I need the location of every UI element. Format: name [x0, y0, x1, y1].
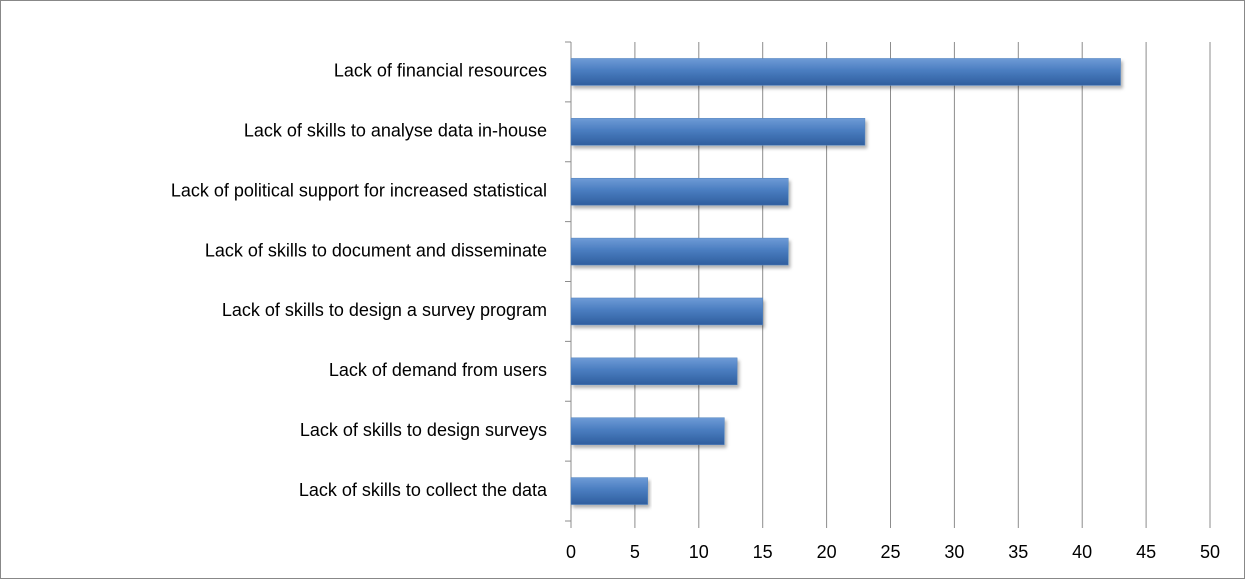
y-tick-label: Lack of skills to analyse data in-house — [244, 121, 547, 141]
x-tick-label: 45 — [1136, 542, 1156, 562]
bar — [570, 297, 763, 326]
x-tick-label: 15 — [753, 542, 773, 562]
y-tick-label: Lack of political support for increased … — [171, 180, 547, 200]
y-tick-label: Lack of skills to collect the data — [299, 480, 548, 500]
bar — [570, 477, 648, 505]
x-tick-label: 40 — [1072, 542, 1092, 562]
y-tick-label: Lack of skills to document and dissemina… — [205, 240, 547, 260]
bar — [570, 118, 866, 146]
y-tick-label: Lack of skills to design a survey progra… — [222, 300, 547, 320]
bar — [570, 58, 1121, 86]
bar — [570, 177, 789, 206]
x-tick-label: 50 — [1200, 542, 1220, 562]
x-tick-label: 35 — [1008, 542, 1028, 562]
x-tick-label: 25 — [880, 542, 900, 562]
x-tick-label: 0 — [566, 542, 576, 562]
y-tick-label: Lack of skills to design surveys — [300, 420, 547, 440]
x-tick-label: 20 — [817, 542, 837, 562]
y-tick-label: Lack of demand from users — [329, 360, 547, 380]
x-tick-label: 10 — [689, 542, 709, 562]
bar — [570, 237, 789, 266]
y-tick-label: Lack of financial resources — [334, 61, 547, 81]
bar — [570, 417, 725, 445]
x-tick-label: 30 — [944, 542, 964, 562]
bar — [570, 357, 738, 386]
x-tick-label: 5 — [630, 542, 640, 562]
